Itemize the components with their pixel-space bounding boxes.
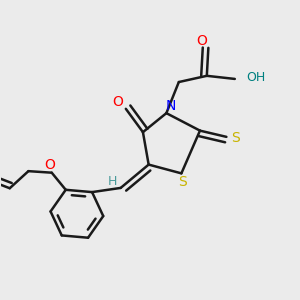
Text: OH: OH <box>247 71 266 84</box>
Text: N: N <box>166 99 176 113</box>
Text: O: O <box>45 158 56 172</box>
Text: O: O <box>112 95 124 109</box>
Text: S: S <box>231 131 239 146</box>
Text: O: O <box>196 34 207 48</box>
Text: H: H <box>108 175 118 188</box>
Text: S: S <box>178 175 187 189</box>
